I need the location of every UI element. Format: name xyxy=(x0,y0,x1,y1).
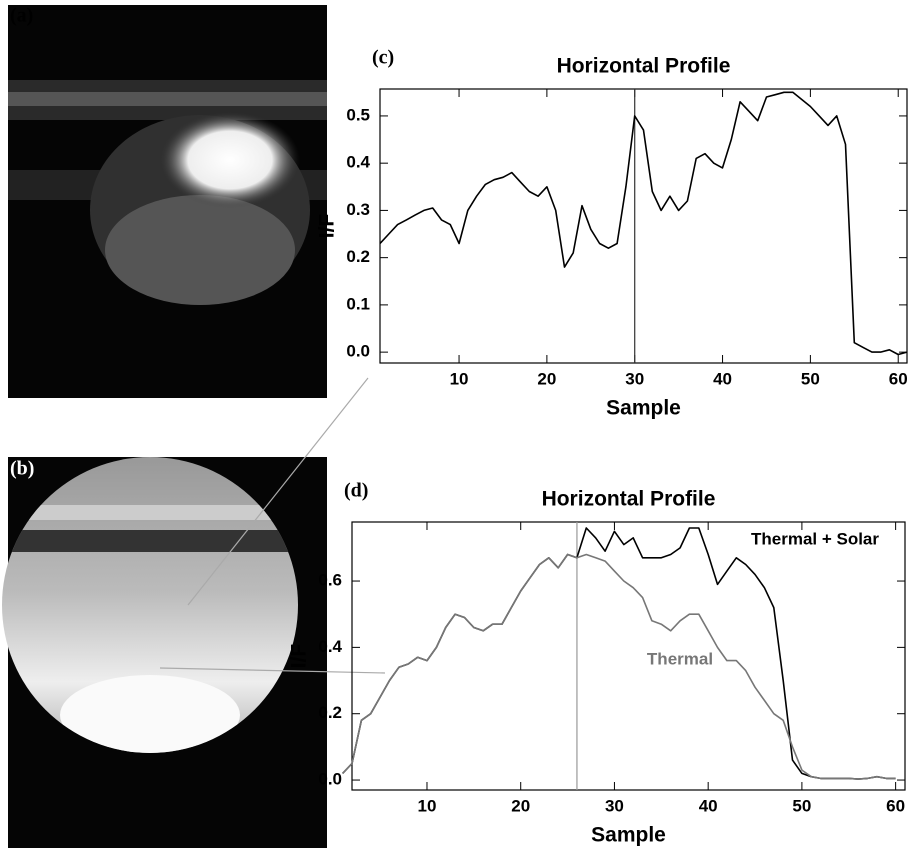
x-tick-label: 10 xyxy=(450,369,469,388)
connector xyxy=(187,377,369,606)
x-tick-label: 20 xyxy=(537,369,556,388)
panel-label: (b) xyxy=(10,458,34,480)
y-tick-label: 0.0 xyxy=(346,342,370,361)
y-tick-label: 0.2 xyxy=(346,247,370,266)
y-tick-label: 0.3 xyxy=(346,200,370,219)
y-tick-label: 0.6 xyxy=(318,571,342,590)
x-tick-label: 40 xyxy=(699,796,718,815)
x-tick-label: 30 xyxy=(605,796,624,815)
image-a xyxy=(8,5,327,398)
connector xyxy=(159,667,386,674)
x-tick-label: 50 xyxy=(801,369,820,388)
x-tick-label: 30 xyxy=(625,369,644,388)
y-tick-label: 0.5 xyxy=(346,105,370,124)
data-line xyxy=(342,553,896,780)
panel-label: (c) xyxy=(372,47,394,69)
panel-label: (d) xyxy=(344,480,368,502)
image-b xyxy=(2,457,327,848)
x-tick-label: 60 xyxy=(886,796,905,815)
y-tick-label: 0.2 xyxy=(318,703,342,722)
data-line xyxy=(342,527,896,780)
x-tick-label: 50 xyxy=(792,796,811,815)
x-tick-label: 10 xyxy=(418,796,437,815)
x-axis-label: Sample xyxy=(606,397,681,420)
chart-title: Horizontal Profile xyxy=(557,55,731,78)
y-tick-label: 0.1 xyxy=(346,294,370,313)
y-axis-label: I/F xyxy=(316,214,339,239)
x-tick-label: 40 xyxy=(713,369,732,388)
series-label: Thermal + Solar xyxy=(751,529,879,548)
data-line xyxy=(379,91,908,356)
x-tick-label: 20 xyxy=(511,796,530,815)
x-tick-label: 60 xyxy=(889,369,908,388)
chart-title: Horizontal Profile xyxy=(542,488,716,511)
plot-frame xyxy=(379,88,908,364)
panel-label: (a) xyxy=(10,5,33,27)
y-tick-label: 0.4 xyxy=(318,637,342,656)
x-axis-label: Sample xyxy=(591,824,666,847)
y-tick-label: 0.0 xyxy=(318,770,342,789)
y-axis-label: I/F xyxy=(288,644,311,669)
series-label: Thermal xyxy=(647,649,713,668)
plot-frame xyxy=(351,521,906,791)
y-tick-label: 0.4 xyxy=(346,153,370,172)
